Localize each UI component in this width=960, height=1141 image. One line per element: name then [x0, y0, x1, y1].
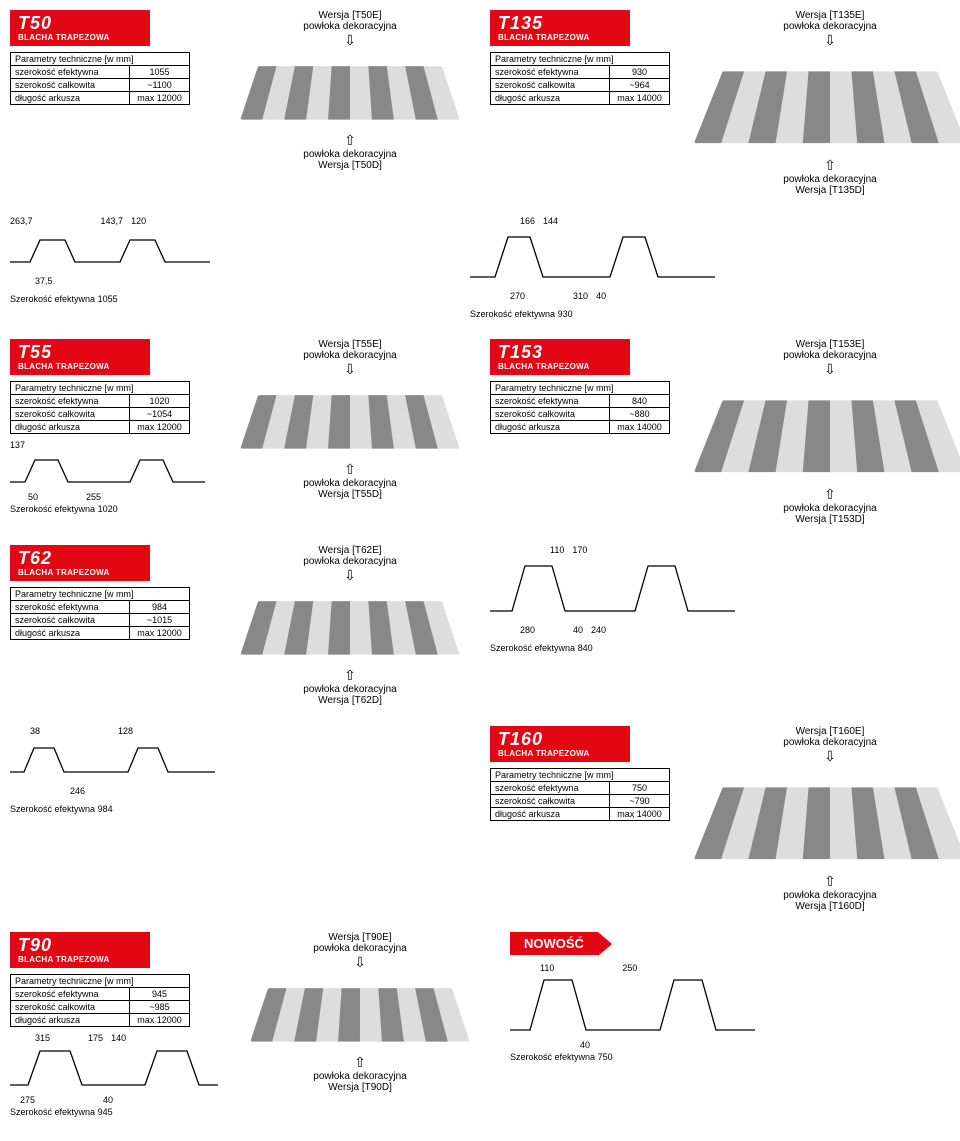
- render-t160: [694, 787, 960, 859]
- render-t90: [250, 988, 469, 1041]
- new-badge: NOWOŚĆ: [510, 932, 598, 955]
- params-t62: Parametry techniczne [w mm] szerokość ef…: [10, 587, 190, 640]
- label-t55e: Wersja [T55E] powłoka dekoracyjna: [303, 339, 396, 378]
- label-t153d: powłoka dekoracyjna Wersja [T153D]: [783, 486, 876, 525]
- render-t135: [694, 71, 960, 143]
- label-t135d: powłoka dekoracyjna Wersja [T135D]: [783, 157, 876, 196]
- cross-t135: 166 144 270 310 40 Szerokość efektywna 9…: [470, 216, 730, 319]
- badge-t55: T55 BLACHA TRAPEZOWA: [10, 339, 150, 375]
- label-t153e: Wersja [T153E] powłoka dekoracyjna: [783, 339, 876, 378]
- badge-t135: T135 BLACHA TRAPEZOWA: [490, 10, 630, 46]
- params-t55: Parametry techniczne [w mm] szerokość ef…: [10, 381, 190, 434]
- cross-t90: 315175140 27540 Szerokość efektywna 945: [10, 1033, 210, 1117]
- label-t50d: powłoka dekoracyjna Wersja [T50D]: [303, 132, 396, 171]
- params-t160: Parametry techniczne [w mm] szerokość ef…: [490, 768, 670, 821]
- cross-t55: 137 50255 Szerokość efektywna 1020: [10, 440, 210, 514]
- cross-t62: 38128 246 Szerokość efektywna 984: [10, 726, 230, 912]
- render-t62: [240, 601, 459, 654]
- render-t55: [240, 395, 459, 448]
- params-t153: Parametry techniczne [w mm] szerokość ef…: [490, 381, 670, 434]
- label-t160d: powłoka dekoracyjna Wersja [T160D]: [783, 873, 876, 912]
- label-t62e: Wersja [T62E] powłoka dekoracyjna: [303, 545, 396, 584]
- label-t50e: Wersja [T50E] powłoka dekoracyjna: [303, 10, 396, 49]
- cross-t160: 110 250 40 Szerokość efektywna 750: [510, 963, 770, 1062]
- params-t50: Parametry techniczne [w mm] szerokość ef…: [10, 52, 190, 105]
- badge-t90: T90 BLACHA TRAPEZOWA: [10, 932, 150, 968]
- cross-t153: 110 170 280 40 240 Szerokość efektywna 8…: [490, 545, 750, 706]
- label-t90e: Wersja [T90E] powłoka dekoracyjna: [313, 932, 406, 971]
- label-t62d: powłoka dekoracyjna Wersja [T62D]: [303, 667, 396, 706]
- render-t50: [240, 66, 459, 119]
- catalogue-page: T50 BLACHA TRAPEZOWA Parametry techniczn…: [10, 10, 950, 1131]
- label-t55d: powłoka dekoracyjna Wersja [T55D]: [303, 461, 396, 500]
- label-t135e: Wersja [T135E] powłoka dekoracyjna: [783, 10, 876, 49]
- render-t153: [694, 400, 960, 472]
- badge-t153: T153 BLACHA TRAPEZOWA: [490, 339, 630, 375]
- params-t135: Parametry techniczne [w mm] szerokość ef…: [490, 52, 670, 105]
- badge-t160: T160 BLACHA TRAPEZOWA: [490, 726, 630, 762]
- cross-t50: 263,7 143,7 120 37,5 Szerokość efektywna…: [10, 216, 230, 319]
- badge-t62: T62 BLACHA TRAPEZOWA: [10, 545, 150, 581]
- badge-t50: T50 BLACHA TRAPEZOWA: [10, 10, 150, 46]
- params-t90: Parametry techniczne [w mm] szerokość ef…: [10, 974, 190, 1027]
- label-t160e: Wersja [T160E] powłoka dekoracyjna: [783, 726, 876, 765]
